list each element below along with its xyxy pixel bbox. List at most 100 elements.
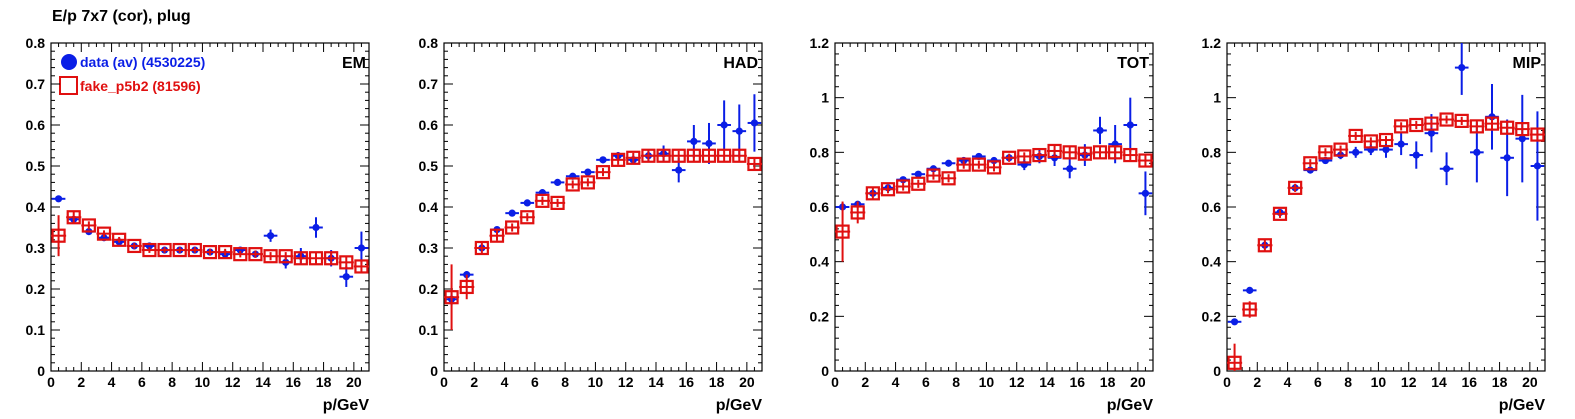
data-point [1303, 156, 1318, 171]
data-point [1439, 112, 1454, 127]
y-tick-label: 0.4 [419, 199, 439, 215]
data-point [1288, 180, 1303, 195]
x-tick-label: 12 [618, 374, 634, 390]
data-point [1002, 150, 1017, 165]
x-tick-label: 4 [1284, 374, 1292, 390]
y-tick-label: 1.2 [810, 35, 830, 51]
data-point [505, 220, 520, 235]
legend-marker-data [61, 54, 77, 70]
data-point [1484, 116, 1500, 131]
x-tick-label: 10 [1371, 374, 1387, 390]
data-point [732, 148, 747, 163]
data-point [1458, 64, 1466, 72]
data-point [611, 152, 626, 167]
data-point [342, 273, 350, 281]
data-point [51, 228, 66, 243]
data-point [553, 178, 562, 186]
x-tick-label: 14 [1039, 374, 1055, 390]
data-point [1047, 143, 1062, 159]
data-point [96, 226, 112, 241]
x-tick-label: 2 [861, 374, 869, 390]
x-tick-label: 20 [739, 374, 755, 390]
x-tick-label: 20 [1522, 374, 1538, 390]
x-tick-label: 16 [678, 374, 694, 390]
series-data [444, 94, 762, 306]
data-point [1017, 149, 1032, 164]
data-point [357, 244, 366, 252]
data-point [750, 119, 759, 127]
x-tick-label: 4 [892, 374, 900, 390]
y-tick-label: 0.1 [419, 322, 439, 338]
data-point [1077, 146, 1092, 161]
y-tick-label: 0 [37, 363, 45, 379]
panel-had: HAD p/GeV 0 2 4 6 8 10 12 14 16 18 20 0 0.1 0.2 0.3 0.4… [419, 35, 763, 414]
data-point [705, 139, 713, 148]
data-point [1533, 162, 1542, 170]
x-tick-label: 0 [831, 374, 839, 390]
data-point [944, 159, 953, 167]
data-point [112, 232, 127, 247]
y-tick-label: 0.6 [1202, 199, 1222, 215]
data-point [735, 127, 743, 135]
x-tick-label: 14 [255, 374, 271, 390]
x-tick-label: 8 [952, 374, 960, 390]
data-point [1378, 132, 1394, 148]
series-data [835, 97, 1153, 216]
x-tick-label: 20 [1130, 374, 1146, 390]
panel-tot: TOT p/GeV 0 2 4 6 8 10 12 14 16 18 20 0 0.2 0.4 0.6 0.8… [810, 35, 1154, 414]
data-point [54, 195, 63, 203]
data-point [599, 156, 607, 164]
data-point [865, 186, 880, 201]
x-tick-label: 16 [1069, 374, 1085, 390]
x-tick-label: 2 [77, 374, 85, 390]
legend-label-fake: fake_p5b2 (81596) [80, 78, 201, 94]
data-point [1500, 120, 1515, 135]
data-point [157, 242, 172, 258]
data-point [1503, 154, 1511, 162]
data-point [535, 193, 550, 208]
data-point [187, 242, 202, 258]
data-point [1442, 165, 1451, 173]
x-tick-label: 18 [316, 374, 332, 390]
legend-marker-fake [59, 76, 78, 95]
data-point [520, 210, 535, 225]
data-point [1469, 119, 1484, 134]
data-point [671, 148, 686, 163]
data-point [926, 168, 941, 183]
y-tick-label: 0.5 [419, 158, 439, 174]
data-point [263, 249, 278, 264]
x-tick-label: 18 [709, 374, 725, 390]
data-point [1108, 145, 1123, 160]
x-tick-label: 0 [47, 374, 55, 390]
y-tick-label: 0.6 [810, 199, 830, 215]
x-tick-label: 18 [1100, 374, 1116, 390]
x-tick-label: 2 [470, 374, 478, 390]
data-point [474, 240, 489, 256]
data-point [1473, 148, 1481, 156]
panel-title-mip: MIP [1513, 55, 1542, 72]
data-point [641, 148, 656, 163]
y-tick-label: 0.2 [1202, 308, 1222, 324]
data-point [911, 176, 926, 191]
data-point [850, 205, 865, 220]
legend-label-data: data (av) (4530225) [80, 54, 205, 70]
data-point [1126, 121, 1134, 129]
x-tick-label: 8 [1344, 374, 1352, 390]
data-point [690, 137, 698, 145]
legend: data (av) (4530225) fake_p5b2 (81596) [59, 54, 205, 95]
data-point [986, 160, 1002, 175]
data-point [293, 251, 308, 266]
series-fake [51, 210, 369, 274]
y-tick-label: 0.6 [26, 117, 46, 133]
x-tick-label: 2 [1253, 374, 1261, 390]
data-point [1318, 145, 1333, 160]
x-tick-label: 6 [138, 374, 146, 390]
data-point [1092, 145, 1108, 160]
data-point [324, 251, 339, 266]
panel-title-had: HAD [723, 55, 758, 72]
data-point [1062, 145, 1077, 160]
data-point [971, 157, 986, 172]
data-point [1096, 126, 1104, 135]
panel-em: EM p/GeV data (av) (4530225) fake_p5b2 (… [26, 35, 370, 414]
series-data [1227, 43, 1545, 326]
